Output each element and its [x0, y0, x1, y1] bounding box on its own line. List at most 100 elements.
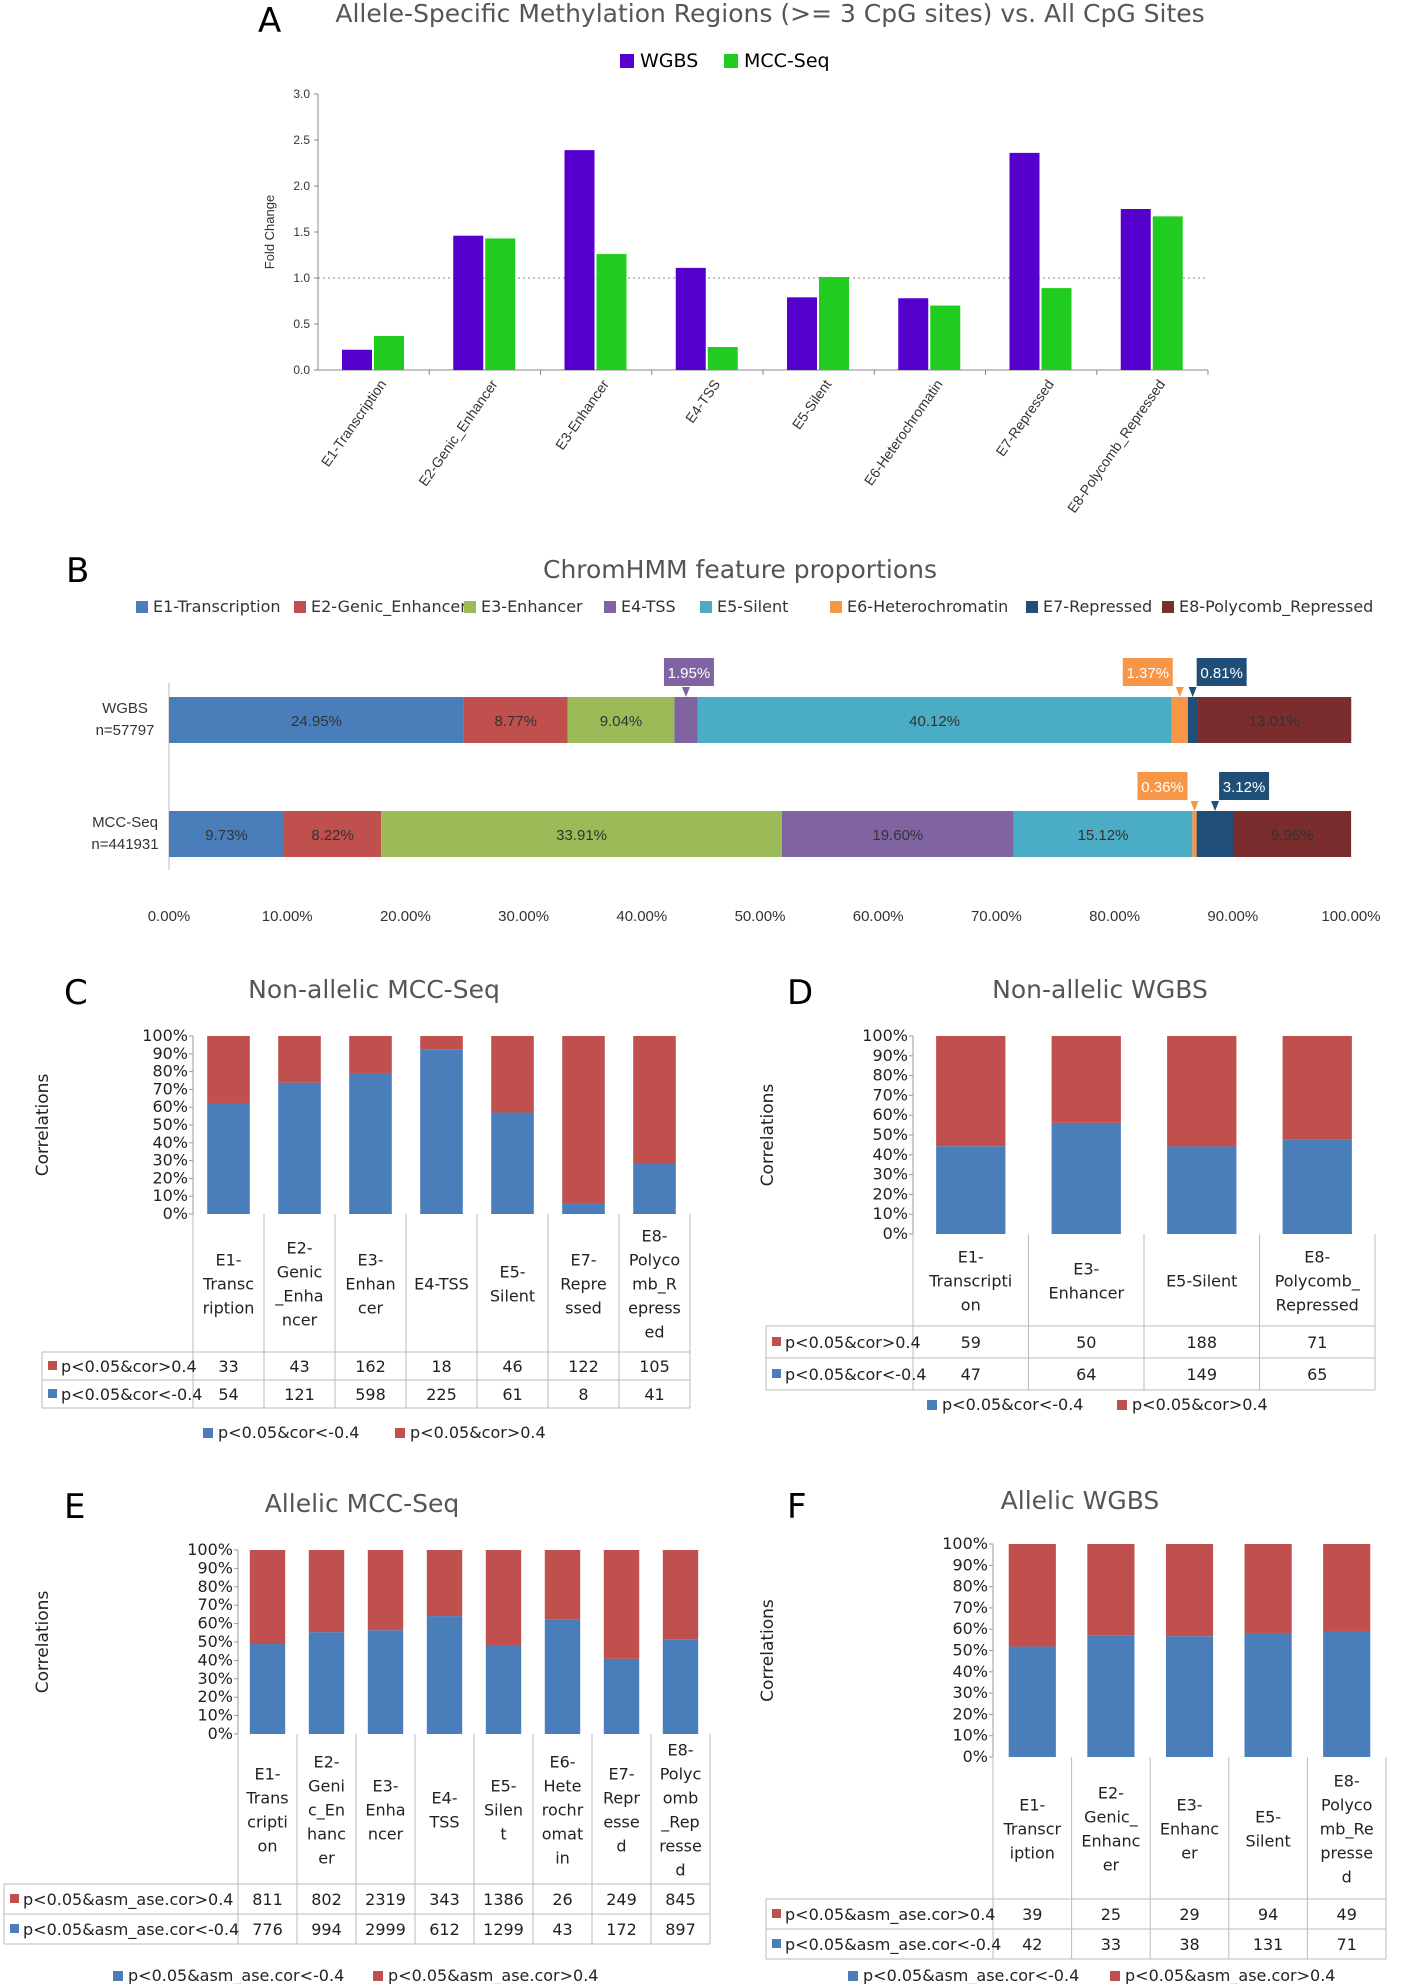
callout-B — [1217, 770, 1272, 802]
table-header-C: E2- — [286, 1239, 312, 1258]
table-cell-E: 172 — [606, 1920, 637, 1939]
y-tick-label-C: 80% — [152, 1062, 188, 1081]
bar-E-negative-7 — [603, 1658, 640, 1734]
table-header-F: E1- — [1019, 1796, 1045, 1815]
bar-A-wgbs-5 — [787, 297, 817, 370]
y-tick-label-C: 70% — [152, 1079, 188, 1098]
table-cell-D: 50 — [1076, 1333, 1096, 1352]
table-header-C: ription — [203, 1299, 255, 1318]
table-cell-D: 149 — [1186, 1365, 1217, 1384]
legend-swatch-B — [700, 601, 712, 613]
table-cell-C: 46 — [502, 1357, 522, 1376]
y-tick-label-A: 3.0 — [293, 87, 310, 101]
segment-B-mcc-seq-e1 — [169, 811, 285, 857]
callout-pointer-B — [1211, 801, 1220, 811]
segment-label-B: 15.12% — [1078, 827, 1129, 844]
table-header-E: E6- — [549, 1753, 575, 1772]
segment-B-mcc-seq-e5 — [1013, 811, 1193, 857]
row-name-B: WGBS — [102, 700, 148, 717]
bar-F-positive-5 — [1323, 1544, 1371, 1631]
y-tick-label-E: 100% — [187, 1540, 233, 1559]
table-header-E: E7- — [608, 1765, 634, 1784]
y-tick-label-D: 10% — [872, 1204, 908, 1223]
callout-pointer-B — [1188, 687, 1197, 697]
table-header-E: E8- — [667, 1741, 693, 1760]
y-tick-label-A: 0.5 — [293, 317, 310, 331]
x-tick-label-B: 80.00% — [1089, 908, 1140, 925]
table-header-E: d — [616, 1837, 626, 1856]
table-header-E: _Rep — [660, 1813, 699, 1833]
bar-C-positive-2 — [278, 1036, 321, 1083]
bar-C-negative-6 — [562, 1203, 605, 1214]
table-header-E: esse — [603, 1813, 639, 1832]
bar-E-positive-2 — [308, 1550, 345, 1633]
table-header-E: ncer — [368, 1825, 404, 1844]
bar-F-negative-5 — [1323, 1630, 1371, 1757]
callout-pointer-B — [681, 687, 690, 697]
row-name-B: MCC-Seq — [92, 814, 158, 831]
table-header-F: Silent — [1245, 1832, 1290, 1851]
bar-D-positive-3 — [1167, 1036, 1237, 1147]
bar-C-positive-7 — [633, 1036, 676, 1165]
bar-A-wgbs-8 — [1120, 209, 1151, 370]
table-header-C: Silent — [490, 1287, 535, 1306]
x-tick-label-B: 10.00% — [262, 908, 313, 925]
table-cell-E: 1386 — [483, 1890, 524, 1909]
y-tick-label-E: 70% — [197, 1595, 233, 1614]
table-cell-D: 71 — [1307, 1333, 1327, 1352]
bar-A-wgbs-7 — [1009, 152, 1040, 370]
bar-E-negative-1 — [249, 1644, 286, 1734]
table-header-E: in — [555, 1849, 570, 1868]
bar-E-positive-8 — [662, 1550, 699, 1640]
table-header-D: E1- — [958, 1248, 984, 1267]
y-tick-label-F: 60% — [952, 1619, 988, 1638]
y-tick-label-E: 40% — [197, 1650, 233, 1669]
bar-C-negative-2 — [278, 1082, 321, 1214]
table-cell-F: 25 — [1101, 1905, 1121, 1924]
table-header-F: mb_Re — [1320, 1820, 1374, 1840]
bar-C-positive-1 — [207, 1036, 250, 1104]
table-cell-E: 811 — [252, 1890, 283, 1909]
x-tick-label-B: 30.00% — [498, 908, 549, 925]
legend-swatch-E — [113, 1971, 123, 1981]
segment-B-mcc-seq-e7 — [1196, 811, 1234, 857]
table-header-F: Enhanc — [1160, 1820, 1219, 1839]
panel-letter-B: B — [66, 551, 89, 591]
bar-A-mcc-seq-3 — [596, 254, 627, 370]
table-header-C: epress — [628, 1299, 681, 1318]
y-tick-label-C: 50% — [152, 1115, 188, 1134]
table-header-C: Enhan — [345, 1275, 395, 1294]
segment-B-wgbs-e6 — [1171, 697, 1188, 743]
segment-B-mcc-seq-e6 — [1192, 811, 1197, 857]
bar-A-wgbs-6 — [898, 298, 929, 370]
bar-C-negative-1 — [207, 1103, 250, 1214]
table-header-C: ncer — [282, 1311, 318, 1330]
table-row-label-E: p<0.05&asm_ase.cor<-0.4 — [23, 1920, 239, 1940]
table-row-swatch-F — [772, 1909, 781, 1918]
legend-swatch-mcc-seq — [724, 54, 738, 68]
table-header-D: Enhancer — [1048, 1284, 1124, 1303]
table-cell-C: 33 — [218, 1357, 238, 1376]
bar-C-positive-6 — [562, 1036, 605, 1204]
bar-E-positive-3 — [367, 1550, 404, 1631]
bar-A-mcc-seq-2 — [485, 238, 516, 370]
table-row-label-C: p<0.05&cor<-0.4 — [61, 1385, 202, 1404]
table-row-swatch-C — [48, 1389, 57, 1398]
table-header-E: TSS — [428, 1813, 459, 1832]
legend-swatch-B — [464, 601, 476, 613]
table-header-E: E4- — [431, 1789, 457, 1808]
bar-E-negative-2 — [308, 1632, 345, 1734]
legend-label-B: E5-Silent — [717, 597, 788, 616]
table-cell-E: 343 — [429, 1890, 460, 1909]
y-axis-label-D: Correlations — [758, 1084, 778, 1187]
bar-F-positive-2 — [1087, 1544, 1135, 1636]
bar-C-positive-4 — [420, 1036, 463, 1050]
bar-F-positive-1 — [1008, 1544, 1056, 1647]
bar-A-mcc-seq-8 — [1152, 216, 1183, 370]
legend-swatch-B — [1026, 601, 1038, 613]
table-row-label-E: p<0.05&asm_ase.cor>0.4 — [23, 1890, 233, 1910]
x-tick-label-B: 100.00% — [1321, 908, 1380, 925]
segment-B-mcc-seq-e2 — [284, 811, 382, 857]
segment-label-B: 13.01% — [1249, 713, 1300, 730]
